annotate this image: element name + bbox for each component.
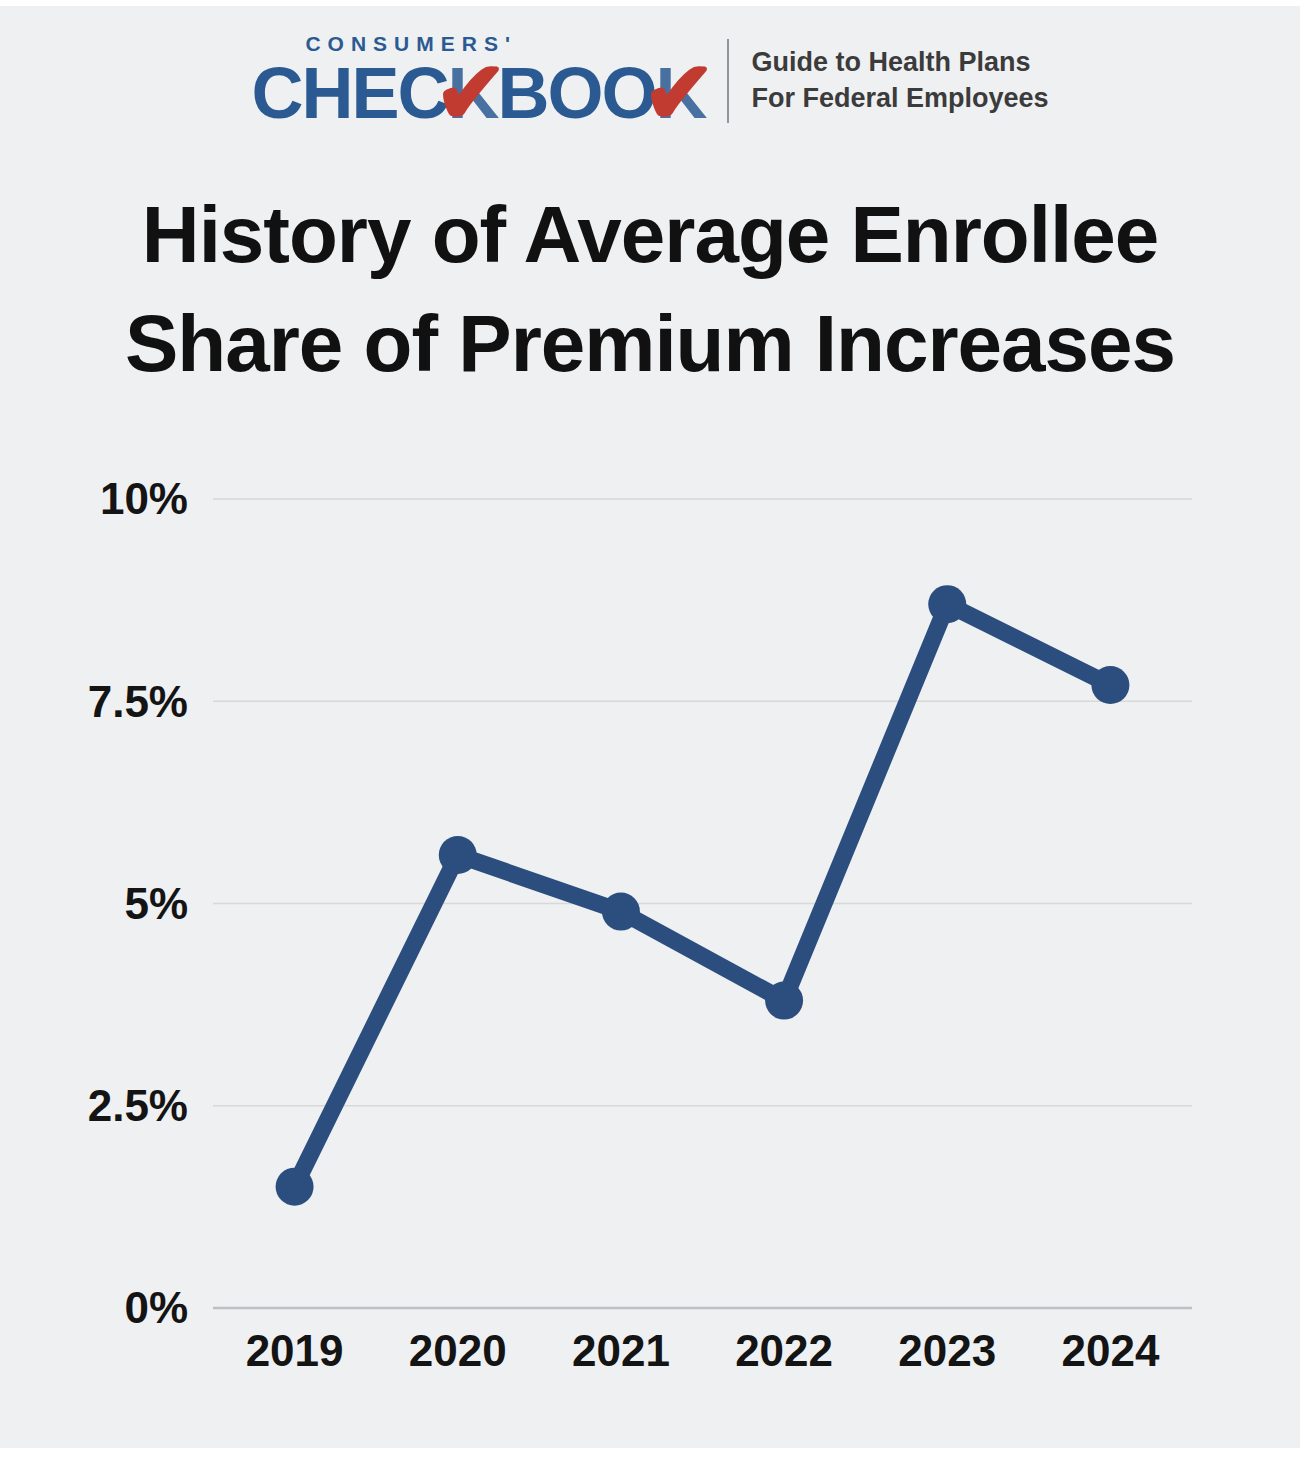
checkbook-text-boo: BOO — [497, 53, 655, 133]
x-tick-label: 2019 — [246, 1326, 344, 1375]
premium-increase-line-chart: 0% 2.5% 5% 7.5% 10% 2019 2020 2021 2022 2023 2024 — [0, 440, 1300, 1440]
x-tick-label: 2020 — [409, 1326, 507, 1375]
x-tick-label: 2024 — [1061, 1326, 1159, 1375]
logo-tagline: Guide to Health Plans For Federal Employ… — [751, 45, 1048, 115]
y-tick-label: 5% — [124, 879, 188, 928]
checkbook-logo: CONSUMERS' CHECK✔BOOK✔ Guide to Health P… — [0, 6, 1300, 129]
checkbook-k-with-check: K✔ — [447, 57, 497, 129]
checkbook-k-with-check: K✔ — [655, 57, 705, 129]
data-point — [765, 982, 803, 1020]
x-tick-label: 2022 — [735, 1326, 833, 1375]
trend-line — [295, 604, 1111, 1186]
data-point — [439, 836, 477, 874]
page-title-line2: Share of Premium Increases — [125, 299, 1175, 388]
x-tick-label: 2021 — [572, 1326, 670, 1375]
logo-divider — [727, 39, 729, 123]
data-point — [276, 1168, 314, 1206]
x-tick-label: 2023 — [898, 1326, 996, 1375]
red-checkmark-icon: ✔ — [434, 49, 508, 137]
y-tick-label: 0% — [124, 1283, 188, 1332]
checkbook-wordmark: CHECK✔BOOK✔ — [251, 57, 705, 129]
tagline-line2: For Federal Employees — [751, 81, 1048, 116]
y-tick-label: 10% — [100, 474, 188, 523]
tagline-line1: Guide to Health Plans — [751, 45, 1048, 80]
data-point — [1091, 666, 1129, 704]
y-tick-label: 7.5% — [88, 677, 188, 726]
checkbook-text-chec: CHEC — [251, 53, 447, 133]
data-point — [928, 585, 966, 623]
page-title-line1: History of Average Enrollee — [142, 190, 1158, 279]
checkbook-wordmark-block: CONSUMERS' CHECK✔BOOK✔ — [251, 32, 705, 129]
page-title: History of Average Enrollee Share of Pre… — [0, 181, 1300, 399]
data-point — [602, 893, 640, 931]
infographic-canvas: CONSUMERS' CHECK✔BOOK✔ Guide to Health P… — [0, 6, 1300, 1448]
red-checkmark-icon: ✔ — [642, 49, 716, 137]
y-tick-label: 2.5% — [88, 1081, 188, 1130]
